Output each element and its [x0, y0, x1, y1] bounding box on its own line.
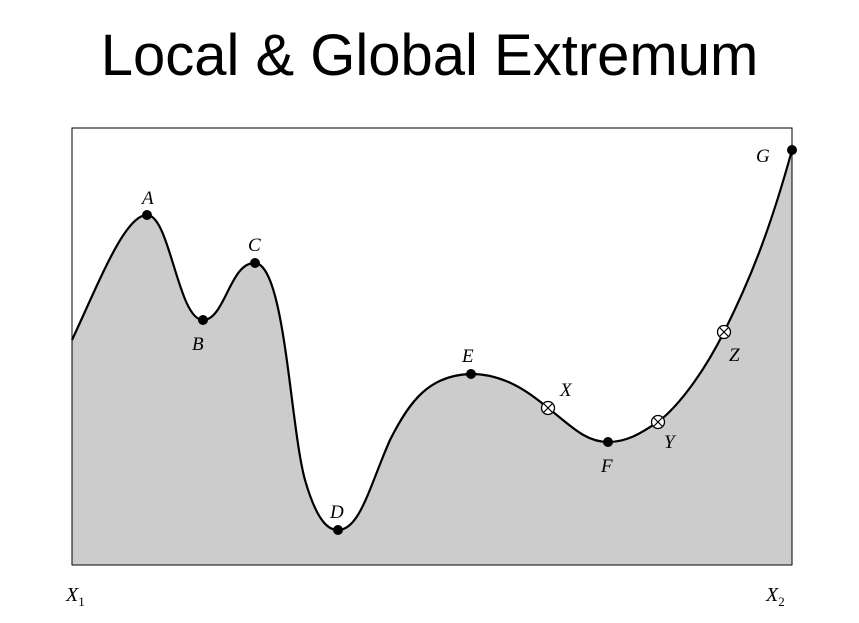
- point-d: [333, 525, 343, 535]
- point-c: [250, 258, 260, 268]
- marker-x: [540, 400, 556, 416]
- point-f: [603, 437, 613, 447]
- label-a: A: [140, 188, 154, 209]
- label-d: D: [329, 502, 344, 523]
- label-y: Y: [664, 432, 677, 453]
- page-title: Local & Global Extremum: [100, 23, 759, 88]
- plot-frame: [71, 127, 793, 566]
- function-curve: [71, 149, 794, 532]
- axis-label-x1: X1: [65, 584, 85, 609]
- label-c: C: [248, 235, 261, 256]
- area-under-curve: [72, 150, 792, 565]
- point-a: [142, 210, 152, 220]
- marker-z: [716, 324, 732, 340]
- label-g: G: [756, 146, 770, 167]
- label-f: F: [600, 456, 613, 477]
- axis-label-x2: X2: [765, 584, 785, 609]
- label-e: E: [461, 346, 474, 367]
- label-z: Z: [729, 345, 740, 366]
- point-e: [466, 369, 476, 379]
- label-b: B: [192, 334, 204, 355]
- marker-y: [650, 414, 666, 430]
- point-b: [198, 315, 208, 325]
- label-x: X: [559, 380, 573, 401]
- point-g: [787, 145, 797, 155]
